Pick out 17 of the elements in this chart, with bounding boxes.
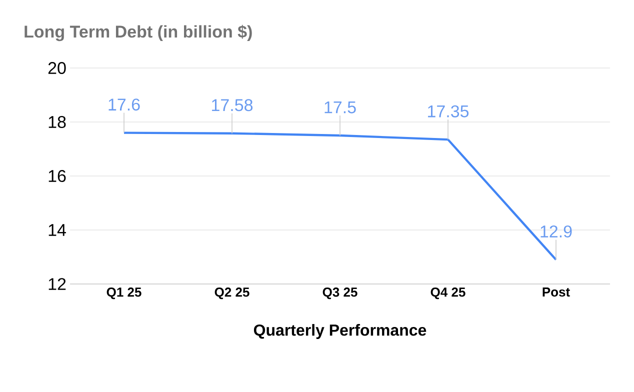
- x-tick-label: Q1 25: [106, 288, 142, 300]
- data-label: 17.6: [108, 98, 140, 111]
- x-tick-label: Q2 25: [214, 288, 250, 300]
- x-tick-label: Q3 25: [322, 288, 358, 300]
- y-tick-label: 12: [48, 278, 66, 290]
- y-tick-label: 18: [48, 116, 66, 128]
- x-tick-label: Post: [542, 288, 570, 297]
- data-label: 12.9: [540, 225, 572, 238]
- chart-title: Long Term Debt (in billion $): [24, 24, 252, 42]
- x-tick-label: Q4 25: [430, 288, 466, 300]
- y-tick-label: 16: [48, 170, 66, 182]
- data-label: 17.58: [212, 99, 253, 112]
- y-tick-label: 20: [48, 62, 66, 74]
- data-label: 17.5: [324, 101, 356, 114]
- data-label: 17.35: [428, 105, 469, 118]
- y-tick-label: 14: [48, 224, 66, 236]
- x-axis-title: Quarterly Performance: [254, 324, 426, 339]
